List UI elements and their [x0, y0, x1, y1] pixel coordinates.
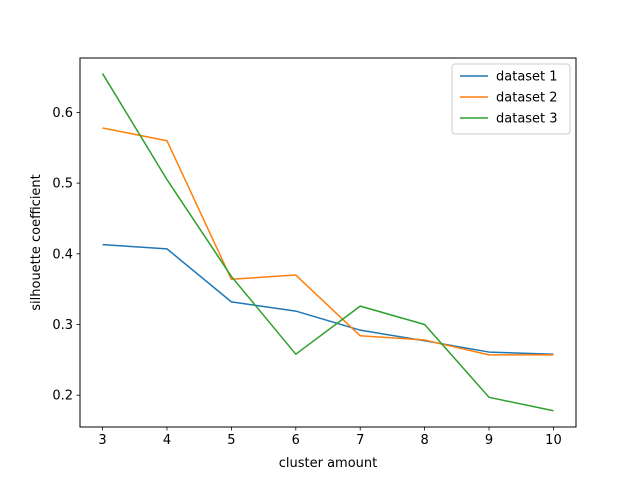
legend-label-3: dataset 3 [496, 112, 558, 127]
x-tick-label: 9 [485, 433, 493, 448]
x-axis-ticks: 3 4 5 6 7 8 9 10 [98, 427, 562, 448]
series-line-2 [102, 127, 554, 356]
x-tick-label: 8 [420, 433, 428, 448]
y-tick-label: 0.3 [52, 318, 73, 333]
legend-box [451, 63, 571, 135]
series-line-3 [101, 73, 554, 412]
x-tick-label: 5 [227, 433, 235, 448]
x-tick-label: 6 [292, 433, 300, 448]
x-tick-label: 7 [356, 433, 364, 448]
axes-frame [79, 57, 577, 428]
legend: dataset 1 dataset 2 dataset 3 [451, 63, 571, 135]
x-tick-label: 3 [98, 433, 106, 448]
y-tick-label: 0.5 [52, 177, 73, 192]
x-axis-label: cluster amount [279, 456, 378, 471]
x-tick-label: 10 [545, 433, 562, 448]
y-tick-label: 0.2 [52, 389, 73, 404]
legend-label-2: dataset 2 [496, 91, 558, 106]
legend-label-1: dataset 1 [496, 70, 558, 85]
x-tick-label: 4 [163, 433, 171, 448]
y-axis-ticks: 0.2 0.3 0.4 0.5 0.6 [52, 106, 80, 404]
y-axis-label: silhouette coefficient [29, 174, 44, 311]
y-tick-label: 0.6 [52, 106, 73, 121]
plot-lines [101, 73, 554, 412]
y-tick-label: 0.4 [52, 247, 73, 262]
series-line-1 [102, 243, 554, 355]
